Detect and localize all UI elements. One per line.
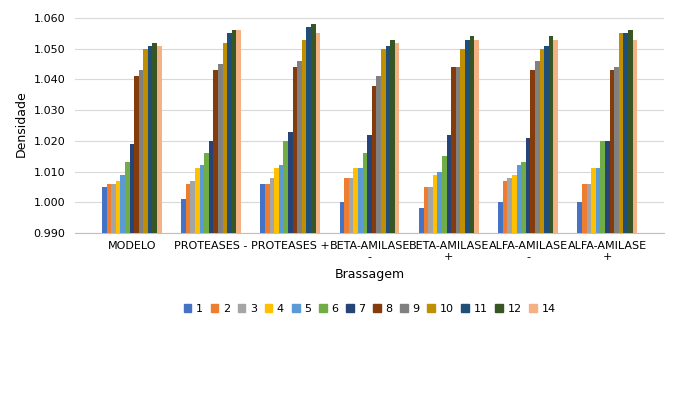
Bar xyxy=(549,37,553,398)
Bar xyxy=(447,135,451,398)
Bar xyxy=(577,202,582,398)
Bar xyxy=(297,61,301,398)
Bar xyxy=(102,187,107,398)
Bar xyxy=(424,187,428,398)
Bar xyxy=(130,144,134,398)
Bar xyxy=(195,168,200,398)
Y-axis label: Densidade: Densidade xyxy=(15,91,28,157)
Bar xyxy=(610,70,614,398)
Bar xyxy=(261,184,265,398)
Bar xyxy=(507,178,512,398)
Bar xyxy=(474,39,479,398)
Bar xyxy=(134,76,139,398)
Bar xyxy=(311,24,316,398)
Bar xyxy=(465,39,469,398)
Bar xyxy=(390,39,395,398)
Bar xyxy=(270,178,274,398)
Bar xyxy=(236,30,241,398)
Bar xyxy=(340,202,344,398)
Bar xyxy=(181,199,186,398)
Bar xyxy=(582,184,587,398)
Bar xyxy=(619,33,623,398)
Bar xyxy=(512,175,517,398)
Bar xyxy=(428,187,433,398)
Bar xyxy=(628,30,633,398)
Bar xyxy=(451,67,456,398)
Bar xyxy=(208,141,213,398)
Bar xyxy=(301,39,306,398)
Bar xyxy=(503,181,507,398)
Bar xyxy=(372,86,376,398)
Bar xyxy=(498,202,503,398)
X-axis label: Brassagem: Brassagem xyxy=(335,268,405,281)
Bar xyxy=(386,46,390,398)
Legend: 1, 2, 3, 4, 5, 6, 7, 8, 9, 10, 11, 12, 14: 1, 2, 3, 4, 5, 6, 7, 8, 9, 10, 11, 12, 1… xyxy=(179,300,560,318)
Bar xyxy=(306,27,311,398)
Bar xyxy=(433,175,437,398)
Bar xyxy=(614,67,619,398)
Bar xyxy=(279,166,283,398)
Bar xyxy=(460,49,465,398)
Bar xyxy=(376,76,381,398)
Bar xyxy=(190,181,195,398)
Bar xyxy=(200,166,204,398)
Bar xyxy=(120,175,125,398)
Bar xyxy=(148,46,153,398)
Bar xyxy=(605,141,610,398)
Bar xyxy=(535,61,540,398)
Bar xyxy=(139,70,143,398)
Bar xyxy=(349,178,354,398)
Bar xyxy=(381,49,386,398)
Bar xyxy=(153,43,157,398)
Bar xyxy=(213,70,218,398)
Bar xyxy=(316,33,320,398)
Bar xyxy=(591,168,596,398)
Bar xyxy=(125,162,130,398)
Bar xyxy=(596,168,600,398)
Bar xyxy=(283,141,288,398)
Bar xyxy=(293,67,297,398)
Bar xyxy=(354,168,358,398)
Bar xyxy=(107,184,111,398)
Bar xyxy=(344,178,349,398)
Bar xyxy=(358,168,363,398)
Bar xyxy=(587,184,591,398)
Bar xyxy=(437,172,442,398)
Bar xyxy=(469,37,474,398)
Bar xyxy=(223,43,227,398)
Bar xyxy=(600,141,605,398)
Bar xyxy=(265,184,270,398)
Bar xyxy=(186,184,190,398)
Bar xyxy=(395,43,399,398)
Bar xyxy=(544,46,549,398)
Bar xyxy=(227,33,232,398)
Bar xyxy=(540,49,544,398)
Bar xyxy=(521,162,526,398)
Bar xyxy=(288,132,293,398)
Bar xyxy=(623,33,628,398)
Bar xyxy=(367,135,372,398)
Bar xyxy=(456,67,460,398)
Bar xyxy=(274,168,279,398)
Bar xyxy=(218,64,223,398)
Bar xyxy=(442,156,447,398)
Bar xyxy=(157,46,162,398)
Bar xyxy=(419,209,424,398)
Bar xyxy=(232,30,236,398)
Bar xyxy=(517,166,521,398)
Bar xyxy=(204,153,208,398)
Bar xyxy=(143,49,148,398)
Bar xyxy=(111,184,115,398)
Bar xyxy=(115,181,120,398)
Bar xyxy=(530,70,535,398)
Bar xyxy=(553,39,558,398)
Bar xyxy=(526,138,530,398)
Bar xyxy=(363,153,367,398)
Bar xyxy=(633,39,637,398)
